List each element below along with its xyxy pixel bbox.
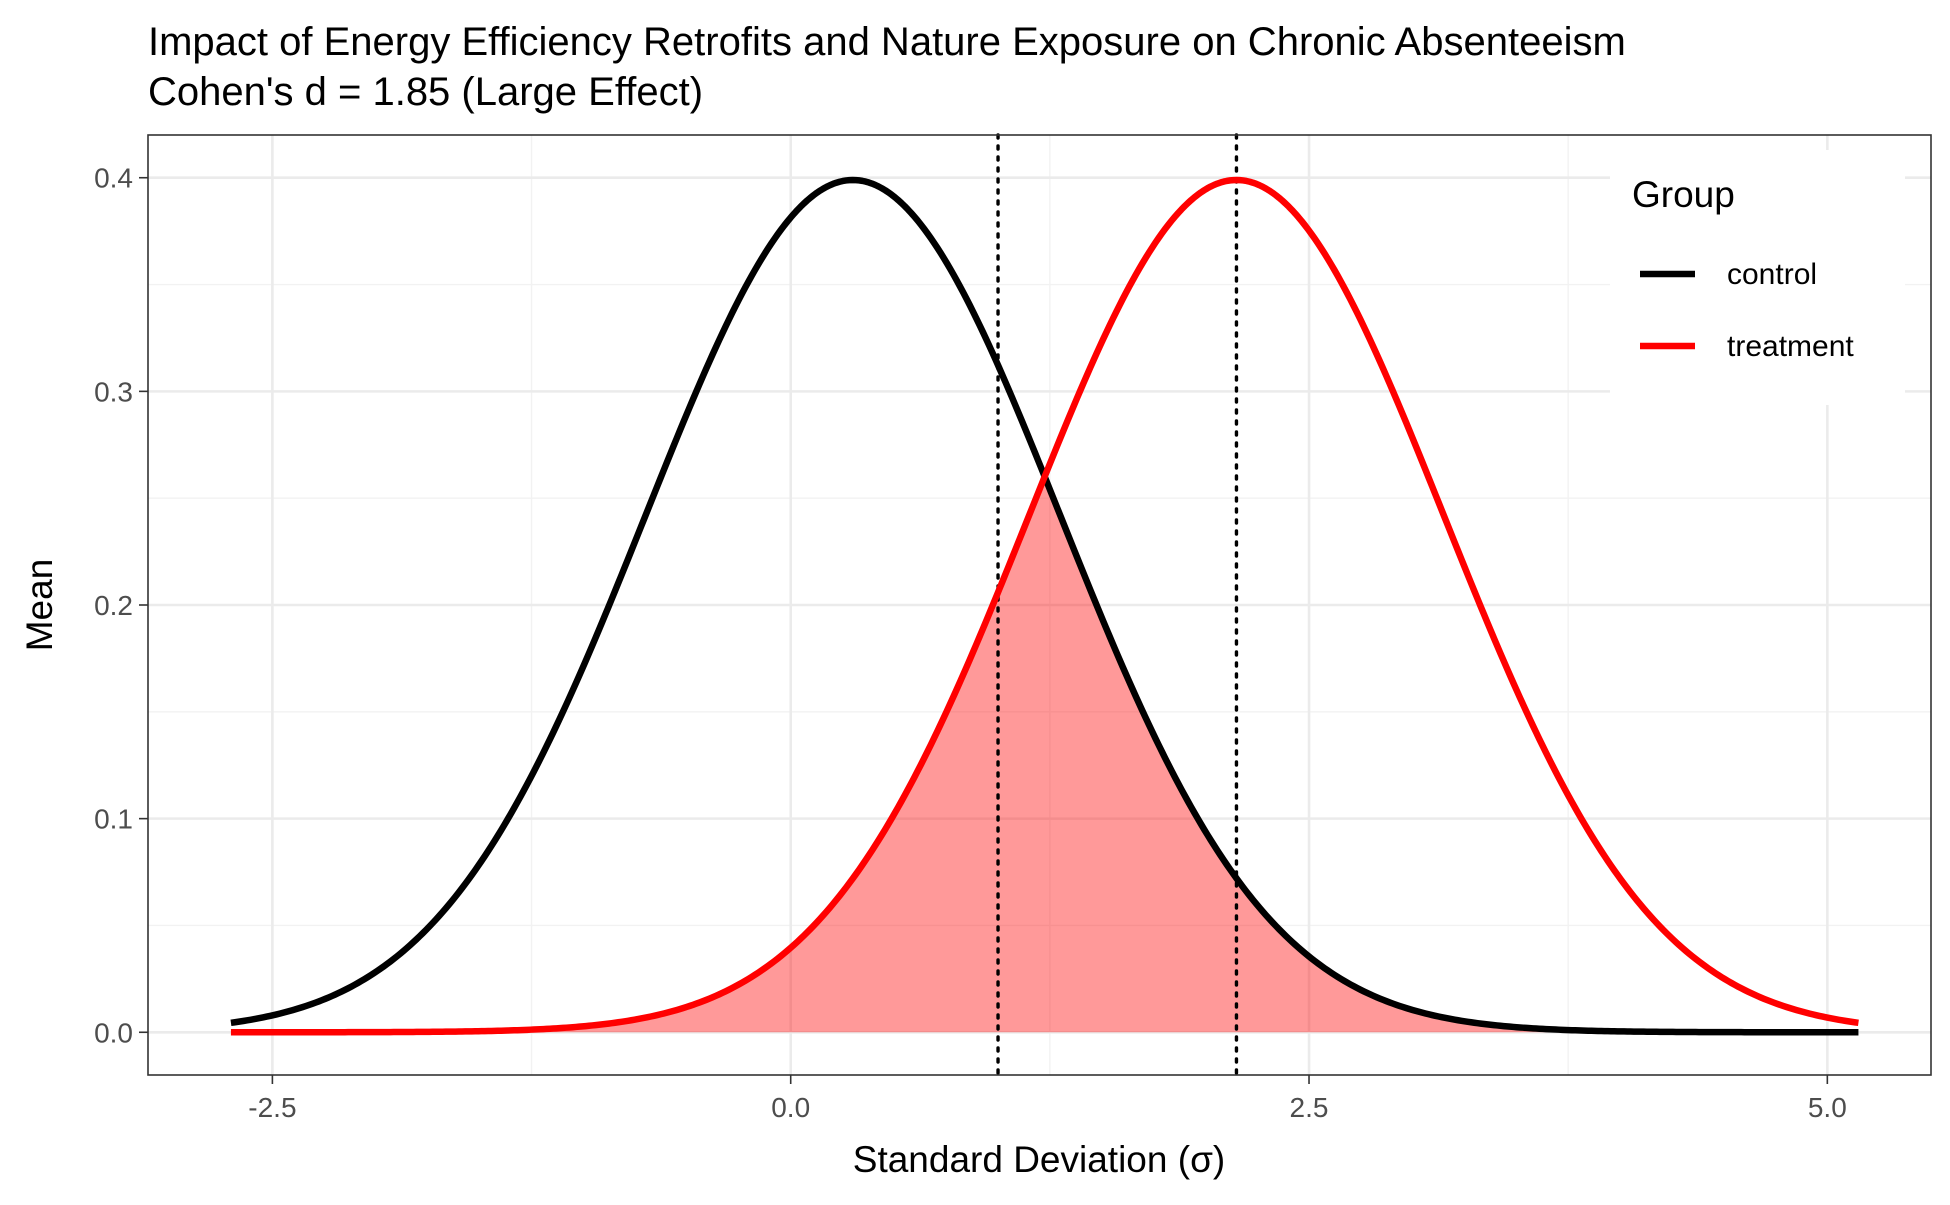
legend-background <box>1610 150 1905 405</box>
x-tick-label: 5.0 <box>1808 1092 1847 1123</box>
legend: Group control treatment <box>1610 150 1905 405</box>
y-axis-title: Mean <box>19 559 60 652</box>
vline-layer <box>996 133 1239 1077</box>
x-tick-label: 2.5 <box>1290 1092 1329 1123</box>
series-line-treatment <box>230 176 1859 1036</box>
x-tick-label: -2.5 <box>248 1092 296 1123</box>
y-tick-label: 0.2 <box>94 590 133 621</box>
legend-label-treatment: treatment <box>1727 330 1854 363</box>
tick-layer: -2.5 0.0 2.5 5.0 0.0 0.1 0.2 0.3 0.4 <box>94 163 1847 1123</box>
legend-label-control: control <box>1727 258 1817 291</box>
grid-layer <box>148 135 1931 1075</box>
x-tick-label: 0.0 <box>771 1092 810 1123</box>
chart-subtitle: Cohen's d = 1.85 (Large Effect) <box>148 70 703 114</box>
y-tick-label: 0.4 <box>94 163 133 194</box>
x-axis-title: Standard Deviation (σ) <box>853 1139 1225 1180</box>
y-tick-label: 0.3 <box>94 376 133 407</box>
chart-title: Impact of Energy Efficiency Retrofits an… <box>148 20 1626 64</box>
overlap-area <box>230 476 1859 1033</box>
y-tick-label: 0.1 <box>94 804 133 835</box>
legend-title: Group <box>1632 174 1735 215</box>
y-tick-label: 0.0 <box>94 1017 133 1048</box>
legend-entries: control treatment <box>1640 258 1854 363</box>
series-layer <box>230 176 1859 1036</box>
